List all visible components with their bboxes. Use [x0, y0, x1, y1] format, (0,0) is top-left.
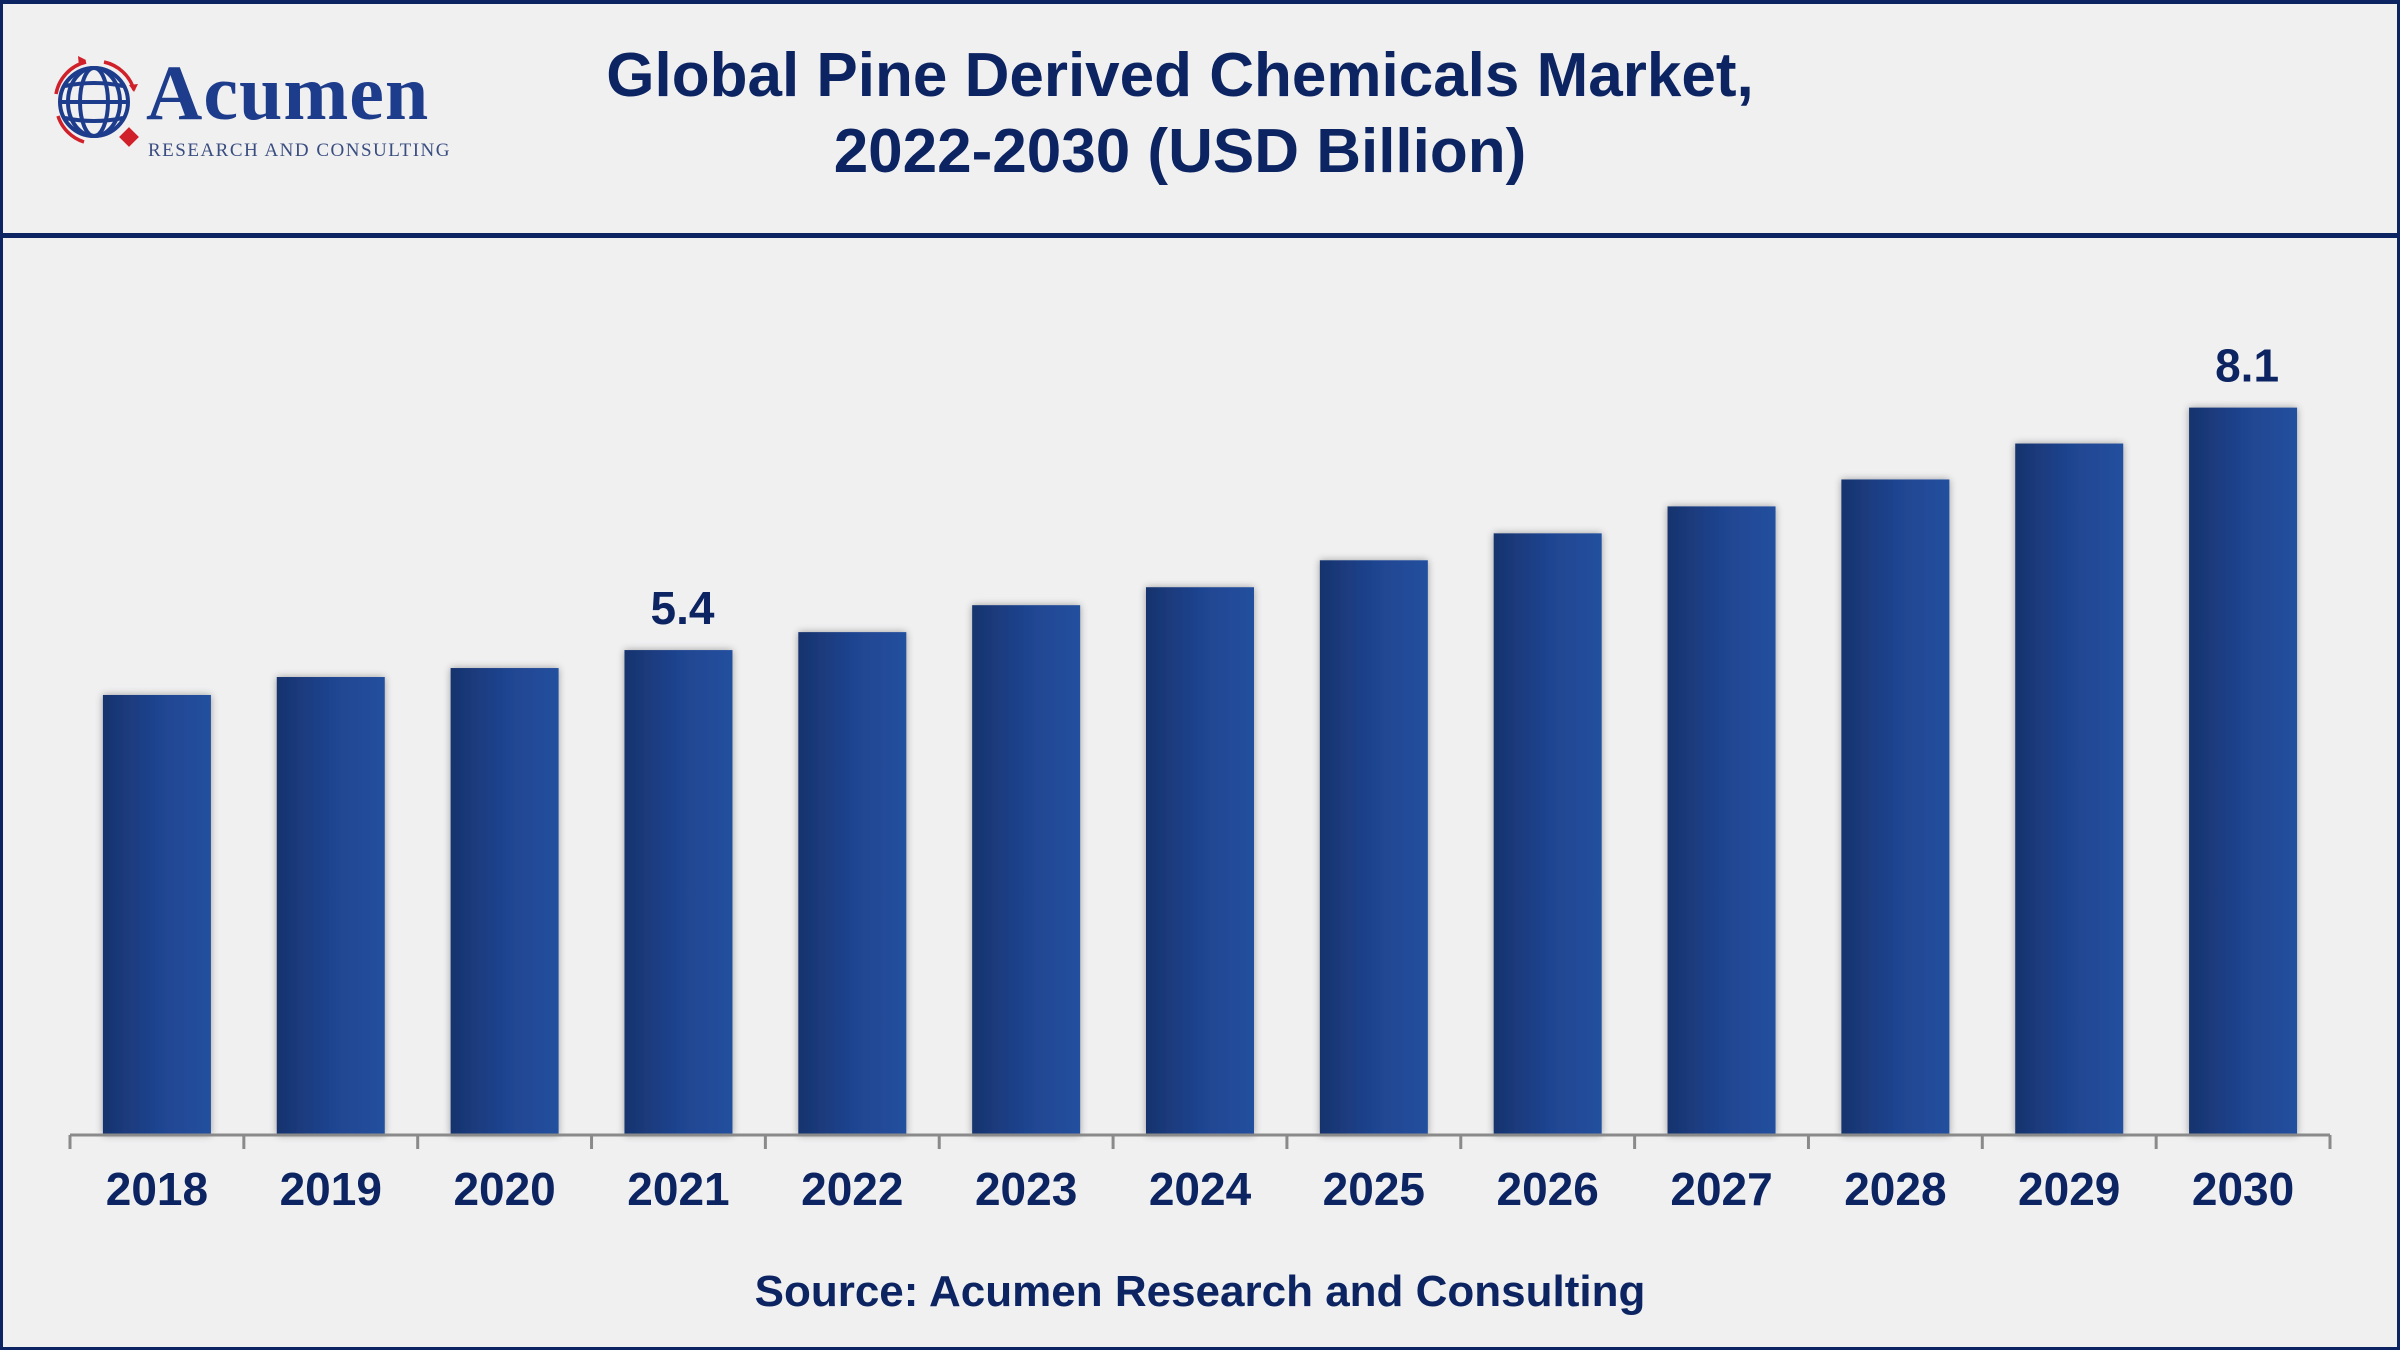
x-tick-label-2028: 2028	[1844, 1163, 1946, 1215]
bar-2018	[102, 694, 211, 1135]
x-tick-label-2025: 2025	[1323, 1163, 1425, 1215]
bar-2028	[1841, 479, 1950, 1136]
bar-2026	[1493, 533, 1602, 1135]
x-tick-label-2024: 2024	[1149, 1163, 1252, 1215]
bar-2025	[1319, 560, 1428, 1135]
x-tick-label-2029: 2029	[2018, 1163, 2120, 1215]
bar-2030	[2189, 407, 2298, 1135]
bar-2019	[276, 677, 385, 1135]
data-labels: 5.4 8.1	[650, 340, 2279, 634]
chart-title: Global Pine Derived Chemicals Market, 20…	[520, 38, 1840, 190]
x-tick-labels: 2018 2019 2020 2021 2022 2023 2024 2025 2026 2027…	[106, 1163, 2294, 1215]
header-divider	[0, 233, 2400, 238]
bar-2022	[798, 632, 907, 1135]
source-note: Source: Acumen Research and Consulting	[754, 1267, 1646, 1316]
x-tick-label-2022: 2022	[801, 1163, 903, 1215]
x-tick-label-2030: 2030	[2192, 1163, 2294, 1215]
x-tick-label-2018: 2018	[106, 1163, 208, 1215]
data-label-2021: 5.4	[650, 582, 714, 634]
chart-title-line-2: 2022-2030 (USD Billion)	[833, 117, 1527, 186]
data-label-2030: 8.1	[2215, 340, 2279, 392]
bar-2021	[624, 650, 733, 1135]
bar-2027	[1667, 506, 1776, 1135]
x-tick-label-2021: 2021	[627, 1163, 729, 1215]
x-tick-label-2026: 2026	[1497, 1163, 1599, 1215]
x-tick-label-2019: 2019	[280, 1163, 382, 1215]
x-tick-label-2023: 2023	[975, 1163, 1077, 1215]
bar-2023	[972, 605, 1081, 1135]
bar-2024	[1146, 587, 1254, 1135]
bars-group	[102, 407, 2298, 1136]
x-tick-label-2027: 2027	[1670, 1163, 1772, 1215]
bar-2029	[2015, 443, 2124, 1135]
x-tick-label-2020: 2020	[453, 1163, 555, 1215]
acumen-logo: Acumen RESEARCH AND CONSULTING	[46, 50, 466, 170]
logo-wordmark: Acumen	[146, 54, 430, 132]
bar-2020	[450, 668, 559, 1135]
globe-icon	[54, 56, 139, 147]
chart-title-line-1: Global Pine Derived Chemicals Market,	[606, 41, 1754, 110]
logo-tagline: RESEARCH AND CONSULTING	[148, 140, 451, 161]
x-axis	[68, 1133, 2332, 1149]
